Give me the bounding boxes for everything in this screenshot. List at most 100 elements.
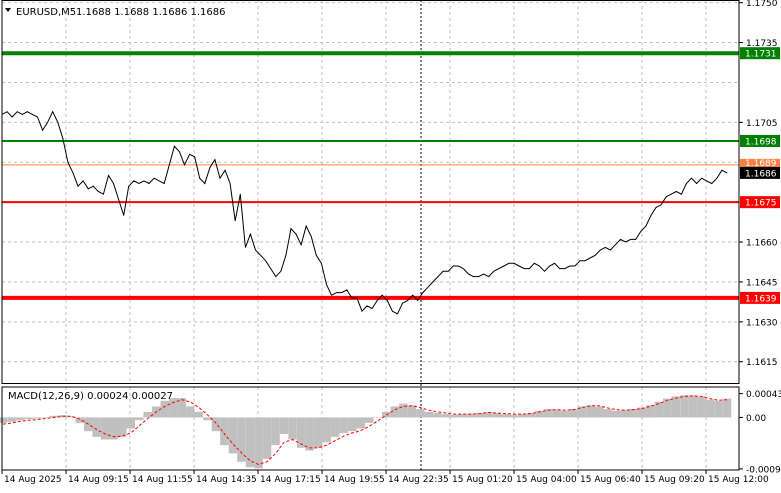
price-point bbox=[650, 215, 652, 216]
time-tick-label: 14 Aug 17:15 bbox=[260, 475, 321, 485]
price-point bbox=[270, 268, 272, 269]
price-point bbox=[427, 286, 429, 288]
price-point bbox=[392, 310, 393, 312]
price-tick-label: 1.1630 bbox=[746, 318, 778, 328]
level-price-box bbox=[740, 196, 780, 209]
macd-histogram-bar bbox=[262, 417, 272, 459]
price-point bbox=[508, 262, 510, 264]
price-point bbox=[696, 183, 697, 184]
macd-histogram-bar bbox=[365, 417, 374, 423]
price-point bbox=[422, 292, 424, 293]
price-point bbox=[336, 292, 337, 293]
macd-histogram-bar bbox=[441, 414, 451, 418]
price-tick-label: 1.1615 bbox=[746, 358, 778, 368]
macd-histogram-bar bbox=[49, 415, 59, 418]
price-axis: 1.1750 1.1735 1.1705 1.1660 1.1645 1.1630 1.16… bbox=[739, 0, 781, 475]
macd-histogram-bar bbox=[288, 417, 297, 440]
price-point bbox=[341, 292, 343, 293]
price-point bbox=[417, 300, 419, 301]
level-lines[interactable] bbox=[2, 51, 739, 300]
price-point bbox=[47, 121, 48, 123]
price-point bbox=[275, 276, 277, 277]
price-point bbox=[310, 236, 312, 238]
macd-histogram-bar bbox=[509, 414, 519, 418]
price-point bbox=[108, 175, 109, 176]
macd-histogram-bar bbox=[220, 417, 229, 446]
price-point bbox=[239, 193, 241, 195]
price-point bbox=[37, 116, 38, 118]
price-point bbox=[620, 239, 621, 240]
macd-histogram-bar bbox=[305, 417, 314, 451]
price-point bbox=[706, 180, 708, 182]
ask-price-box bbox=[740, 158, 780, 167]
level-price-label: 1.1639 bbox=[745, 294, 777, 304]
price-point bbox=[584, 260, 586, 262]
price-point bbox=[300, 244, 302, 246]
price-point bbox=[488, 276, 490, 277]
price-point bbox=[321, 262, 322, 264]
symbol-header: EURUSD,M5 1.1688 1.1688 1.1686 1.1686 bbox=[5, 7, 226, 18]
price-point bbox=[265, 260, 266, 262]
price-point bbox=[6, 111, 8, 113]
time-tick-label: 14 Aug 09:15 bbox=[68, 475, 129, 485]
time-tick-label: 14 Aug 19:55 bbox=[324, 475, 385, 485]
macd-histogram-bar bbox=[101, 417, 110, 440]
price-point bbox=[16, 111, 18, 113]
macd-panel-border bbox=[1, 386, 740, 471]
macd-histogram-bar bbox=[586, 405, 595, 418]
macd-histogram-bar bbox=[663, 398, 672, 418]
price-point bbox=[280, 270, 282, 272]
dropdown-triangle-icon[interactable] bbox=[5, 8, 11, 12]
price-point bbox=[361, 310, 363, 312]
macd-histogram-bar bbox=[322, 417, 331, 443]
current-price-label: 1.1686 bbox=[745, 169, 777, 179]
price-series bbox=[1, 110, 728, 315]
macd-histogram-bar bbox=[526, 413, 536, 418]
price-point bbox=[544, 270, 545, 272]
macd-histogram-bar bbox=[705, 399, 715, 418]
price-point bbox=[564, 268, 566, 269]
price-point bbox=[513, 262, 515, 264]
price-point bbox=[463, 268, 464, 269]
macd-histogram-bar bbox=[7, 417, 16, 422]
macd-histogram-bar bbox=[654, 401, 664, 418]
price-point bbox=[625, 241, 626, 243]
price-point bbox=[305, 225, 307, 227]
price-point bbox=[82, 180, 84, 182]
price-point bbox=[366, 305, 368, 307]
price-point bbox=[574, 265, 576, 267]
macd-histogram-bar bbox=[24, 417, 33, 420]
macd-histogram-bar bbox=[118, 417, 127, 437]
macd-title: MACD(12,26,9) 0.00024 0.00027 bbox=[8, 391, 173, 402]
macd-histogram-bar bbox=[66, 416, 76, 418]
price-point bbox=[21, 114, 23, 115]
price-point bbox=[67, 161, 69, 163]
price-point bbox=[133, 180, 135, 182]
price-point bbox=[214, 159, 216, 161]
macd-histogram-bar bbox=[407, 405, 417, 418]
macd-histogram-bar bbox=[620, 410, 629, 418]
macd-signal-line bbox=[2, 395, 728, 466]
main-panel-border bbox=[1, 0, 740, 384]
macd-histogram-bar bbox=[237, 417, 246, 462]
macd-histogram-bar bbox=[373, 417, 382, 418]
macd-histogram-bar bbox=[271, 417, 280, 446]
price-point bbox=[356, 297, 358, 299]
price-point bbox=[219, 177, 221, 179]
price-point bbox=[97, 191, 99, 192]
price-point bbox=[371, 308, 373, 309]
macd-histogram-bar bbox=[15, 417, 25, 421]
macd-histogram-bar bbox=[722, 398, 732, 418]
macd-histogram-bar bbox=[714, 400, 723, 418]
price-point bbox=[148, 183, 150, 184]
price-point bbox=[224, 169, 226, 171]
price-point bbox=[447, 270, 449, 272]
price-point bbox=[726, 172, 728, 174]
price-point bbox=[260, 254, 261, 256]
macd-histogram-bar bbox=[535, 410, 544, 418]
price-point bbox=[655, 207, 657, 208]
price-point bbox=[579, 260, 581, 262]
price-point bbox=[691, 177, 692, 179]
price-point bbox=[437, 276, 439, 277]
